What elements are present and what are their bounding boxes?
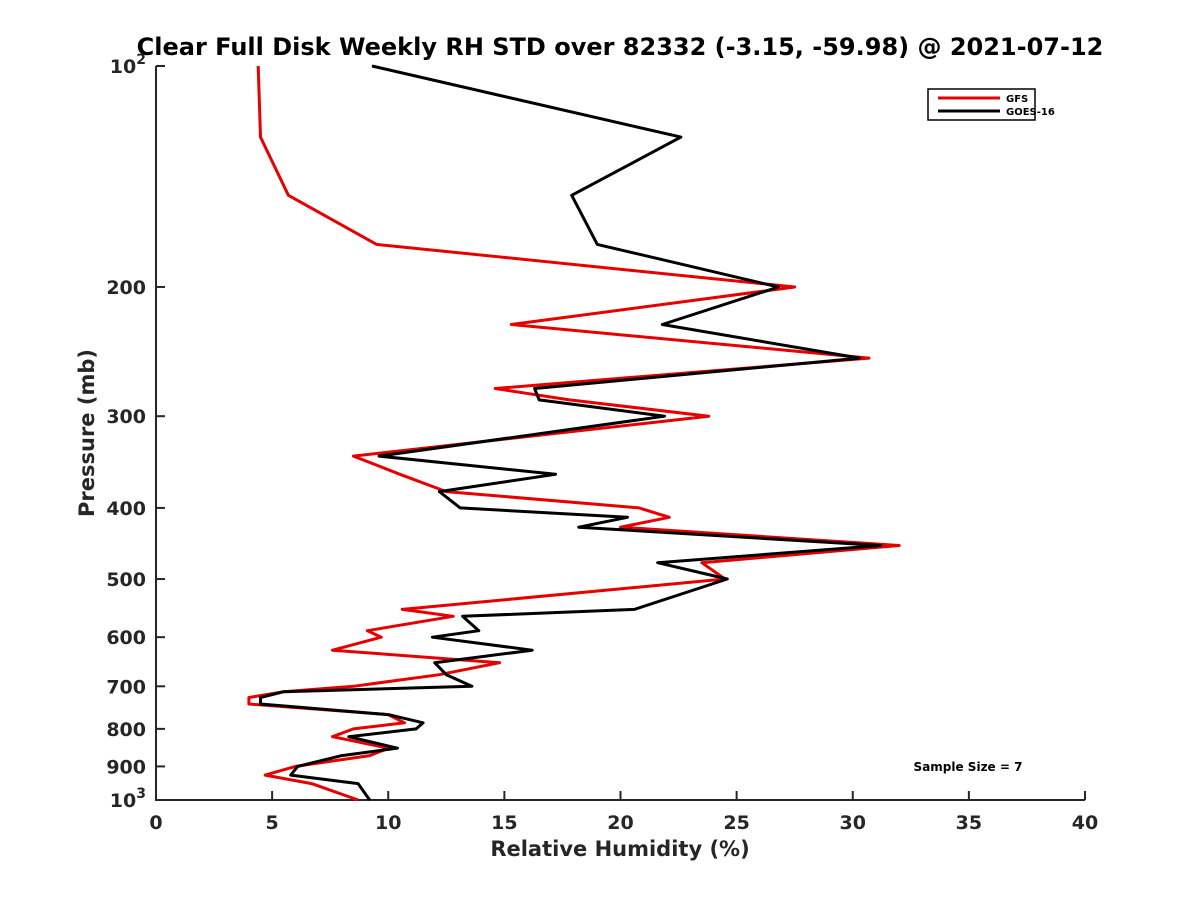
series-lines	[247, 64, 901, 802]
plot-area: 0 5 10 15 20 25 30 35 40 10220030040050060070080…	[106, 52, 1098, 834]
y-tick-label: 102	[110, 52, 146, 78]
y-tick-label: 900	[106, 756, 146, 778]
x-axis-label: Relative Humidity (%)	[490, 837, 749, 861]
x-tick-label: 0	[149, 812, 162, 834]
y-tick-label: 300	[106, 406, 146, 428]
x-tick-label: 30	[840, 812, 866, 834]
y-tick-exponent: 2	[136, 52, 146, 68]
y-axis-label: Pressure (mb)	[75, 349, 99, 517]
x-tick-label: 40	[1072, 812, 1098, 834]
y-tick-label: 400	[106, 498, 146, 520]
y-tick-label: 700	[106, 676, 146, 698]
x-tick-label: 15	[491, 812, 517, 834]
x-axis: 0 5 10 15 20 25 30 35 40	[149, 791, 1098, 834]
legend-label-goes-16: GOES-16	[1006, 107, 1055, 118]
x-tick-label: 20	[607, 812, 633, 834]
y-tick-label: 500	[106, 569, 146, 591]
legend-label-gfs: GFS	[1006, 94, 1028, 105]
x-tick-label: 25	[723, 812, 749, 834]
y-tick-base: 10	[110, 56, 136, 78]
y-tick-base: 10	[110, 790, 136, 812]
legend: GFS GOES-16	[927, 88, 1055, 121]
x-tick-label: 5	[266, 812, 279, 834]
y-tick-exponent: 3	[136, 786, 146, 802]
series-line-goes-16	[259, 64, 883, 801]
y-tick-label: 200	[106, 277, 146, 299]
chart-title: Clear Full Disk Weekly RH STD over 82332…	[137, 33, 1104, 61]
y-tick-label: 103	[110, 786, 146, 812]
x-tick-label: 35	[956, 812, 982, 834]
legend-box	[927, 88, 1036, 121]
y-tick-label: 600	[106, 627, 146, 649]
sample-size-note: Sample Size = 7	[914, 760, 1023, 774]
y-tick-label: 800	[106, 719, 146, 741]
x-tick-label: 10	[375, 812, 401, 834]
